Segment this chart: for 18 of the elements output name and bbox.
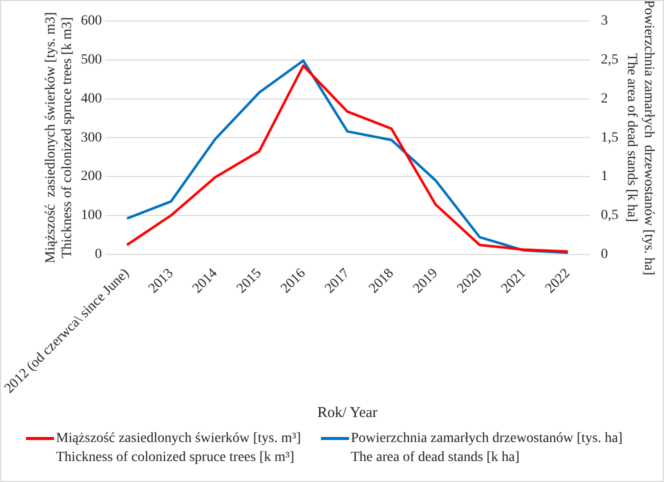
y2-tick-label: 0,5 bbox=[600, 208, 618, 224]
y2-tick-label: 1,5 bbox=[600, 130, 618, 146]
y2-tick-label: 2 bbox=[600, 91, 608, 106]
y-tick-label: 600 bbox=[80, 14, 102, 29]
y-tick-label: 200 bbox=[80, 169, 102, 184]
y-tick-label: 0 bbox=[94, 246, 102, 262]
y-axis-title: Miąższość zasiedlonych świerków [tys. m3] Thickness of colonized spruce trees [k m3] bbox=[43, 12, 76, 264]
y2-tick-label: 1 bbox=[600, 169, 608, 184]
y-tick-label: 300 bbox=[80, 130, 102, 146]
y-tick-label: 500 bbox=[80, 52, 102, 68]
y-tick-label: 100 bbox=[80, 208, 102, 224]
y2-tick-label: 3 bbox=[600, 14, 608, 29]
legend-label: Powierzchnia zamarłych drzewostanów [tys. ha] The area of dead stands [k ha] bbox=[350, 430, 623, 467]
legend-label: Miąższość zasiedlonych świerków [tys. m³] Thickness of colonized spruce trees [k m³] bbox=[56, 430, 301, 467]
x-axis-title: Rok/ Year bbox=[317, 404, 378, 421]
y2-tick-label: 0 bbox=[600, 246, 608, 262]
y2-tick-label: 2,5 bbox=[600, 52, 618, 68]
y-tick-label: 400 bbox=[80, 91, 102, 106]
